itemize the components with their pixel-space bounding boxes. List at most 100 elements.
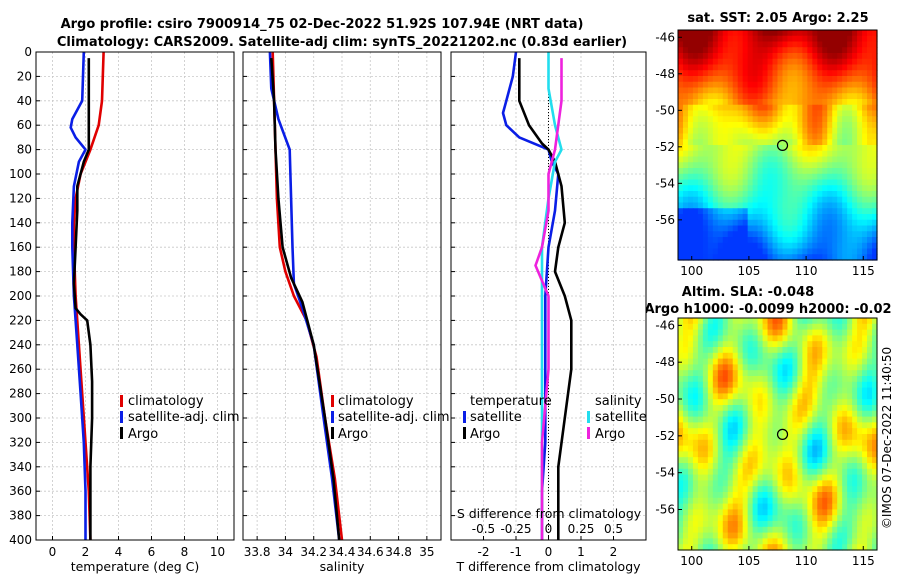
map-cell bbox=[827, 532, 833, 539]
map-cell bbox=[682, 480, 689, 487]
map-cell bbox=[837, 451, 843, 458]
map-cell bbox=[682, 127, 689, 135]
map-cell bbox=[732, 405, 739, 412]
map-cell bbox=[707, 122, 714, 129]
map-cell bbox=[772, 318, 779, 325]
map-cell bbox=[732, 254, 739, 261]
map-cell bbox=[777, 428, 784, 435]
map-cell bbox=[827, 521, 833, 528]
map-cell bbox=[817, 474, 823, 481]
map-cell bbox=[772, 329, 779, 336]
map-cell bbox=[772, 76, 779, 83]
map-cell bbox=[687, 439, 694, 447]
map-cell bbox=[777, 122, 784, 129]
map-cell bbox=[678, 335, 684, 342]
map-cell bbox=[837, 515, 843, 522]
map-cell bbox=[822, 515, 828, 522]
map-cell bbox=[872, 532, 878, 539]
map-cell bbox=[682, 474, 689, 481]
map-cell bbox=[802, 497, 808, 505]
map-cell bbox=[707, 231, 714, 238]
map-cell bbox=[812, 139, 818, 146]
map-cell bbox=[817, 70, 823, 77]
map-cell bbox=[792, 538, 798, 545]
map-cell bbox=[777, 492, 784, 499]
map-cell bbox=[782, 150, 789, 158]
map-cell bbox=[857, 202, 863, 209]
map-cell bbox=[782, 370, 789, 377]
map-cell bbox=[787, 219, 794, 227]
map-cell bbox=[762, 179, 769, 186]
map-cell bbox=[837, 486, 843, 493]
map-cell bbox=[687, 329, 694, 336]
map-cell bbox=[802, 58, 808, 66]
map-cell bbox=[697, 376, 704, 383]
map-cell bbox=[837, 145, 843, 152]
map-cell bbox=[702, 474, 709, 481]
map-cell bbox=[742, 532, 749, 539]
map-cell bbox=[862, 544, 868, 551]
map-cell bbox=[712, 521, 719, 528]
map-cell bbox=[872, 30, 878, 37]
map-cell bbox=[787, 237, 794, 244]
map-cell bbox=[782, 145, 789, 152]
map-cell bbox=[872, 99, 878, 106]
map-cell bbox=[752, 364, 759, 371]
map-cell bbox=[807, 544, 813, 551]
map-cell bbox=[737, 168, 744, 175]
map-cell bbox=[697, 196, 704, 204]
map-cell bbox=[747, 445, 754, 452]
map-cell bbox=[732, 35, 739, 43]
map-cell bbox=[717, 231, 724, 238]
map-cell bbox=[772, 352, 779, 360]
map-cell bbox=[682, 231, 689, 238]
map-cell bbox=[752, 544, 759, 551]
map-cell bbox=[767, 463, 774, 470]
map-cell bbox=[762, 104, 769, 112]
map-cell bbox=[757, 156, 764, 163]
map-cell bbox=[792, 254, 798, 261]
map-cell bbox=[707, 381, 714, 389]
map-cell bbox=[852, 480, 858, 487]
map-cell bbox=[742, 110, 749, 117]
map-cell bbox=[742, 526, 749, 534]
map-cell bbox=[822, 480, 828, 487]
map-cell bbox=[692, 104, 699, 112]
map-cell bbox=[757, 370, 764, 377]
map-cell bbox=[678, 93, 684, 100]
map-cell bbox=[752, 347, 759, 354]
map-cell bbox=[727, 416, 734, 423]
map-cell bbox=[872, 387, 878, 394]
map-cell bbox=[857, 370, 863, 377]
map-cell bbox=[827, 376, 833, 383]
map-cell bbox=[732, 538, 739, 545]
map-cell bbox=[678, 179, 684, 186]
map-cell bbox=[747, 335, 754, 342]
map-cell bbox=[697, 99, 704, 106]
map-cell bbox=[812, 468, 818, 476]
map-cell bbox=[712, 445, 719, 452]
map-cell bbox=[697, 335, 704, 342]
map-cell bbox=[822, 58, 828, 66]
map-cell bbox=[752, 64, 759, 71]
map-cell bbox=[857, 428, 863, 435]
map-cell bbox=[822, 145, 828, 152]
map-cell bbox=[772, 503, 779, 510]
map-cell bbox=[782, 30, 789, 37]
map-cell bbox=[802, 248, 808, 255]
map-cell bbox=[742, 191, 749, 198]
map-cell bbox=[722, 168, 729, 175]
map-cell bbox=[767, 179, 774, 186]
map-cell bbox=[697, 104, 704, 112]
map-cell bbox=[712, 335, 719, 342]
map-cell bbox=[832, 410, 838, 418]
map-cell bbox=[757, 352, 764, 360]
map-cell bbox=[767, 162, 774, 169]
map-cell bbox=[732, 509, 739, 516]
map-cell bbox=[717, 416, 724, 423]
map-cell bbox=[852, 468, 858, 476]
map-cell bbox=[707, 64, 714, 71]
map-cell bbox=[732, 370, 739, 377]
map-cell bbox=[702, 521, 709, 528]
